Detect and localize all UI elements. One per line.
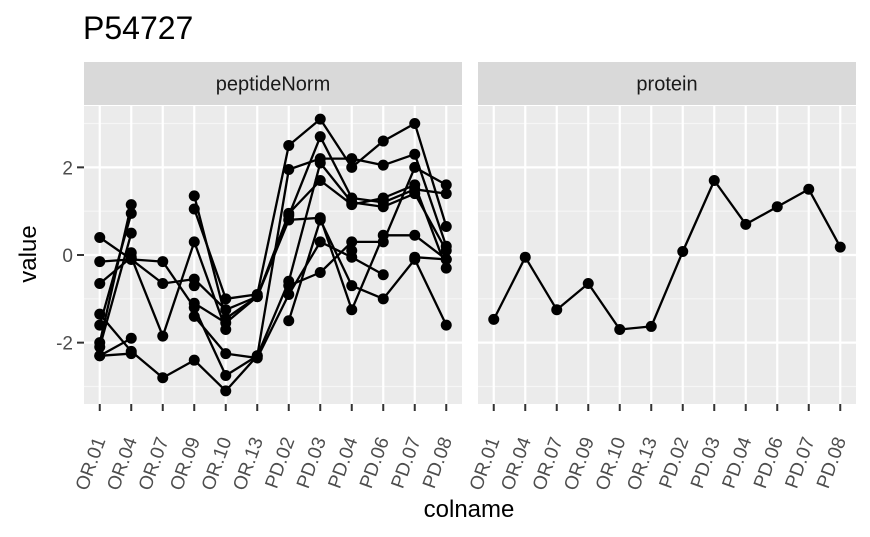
data-point: [409, 251, 421, 263]
data-point: [251, 350, 263, 362]
data-point: [188, 236, 200, 248]
data-point: [409, 118, 421, 130]
data-point: [677, 245, 689, 257]
data-point: [440, 319, 452, 331]
data-point: [519, 251, 531, 263]
data-point: [220, 348, 232, 360]
data-point: [314, 267, 326, 279]
series-line: [288, 166, 447, 287]
data-point: [440, 179, 452, 191]
data-point: [94, 341, 106, 353]
data-point: [188, 190, 200, 202]
y-tick-label: 2: [62, 158, 73, 179]
y-axis-title: value: [15, 225, 42, 282]
data-point: [283, 315, 295, 327]
facet-strip-label: protein: [636, 74, 697, 96]
data-point: [377, 269, 389, 281]
series-line: [492, 179, 842, 331]
data-point: [314, 113, 326, 125]
data-point: [409, 161, 421, 173]
data-point: [94, 231, 106, 243]
data-point: [283, 139, 295, 151]
data-point: [314, 153, 326, 165]
chart-title: P54727: [83, 10, 193, 46]
data-point: [377, 135, 389, 147]
data-point: [440, 253, 452, 265]
data-point: [314, 175, 326, 186]
data-point: [157, 277, 169, 289]
x-axis-title: colname: [424, 496, 515, 523]
data-point: [157, 256, 169, 268]
data-point: [283, 280, 295, 292]
y-tick-label: 0: [62, 246, 73, 267]
data-point: [645, 320, 657, 332]
data-point: [740, 218, 752, 230]
data-point: [188, 302, 200, 314]
data-point: [440, 188, 452, 200]
data-point: [283, 207, 295, 219]
data-point: [251, 291, 263, 303]
data-point: [188, 354, 200, 366]
data-point: [157, 372, 169, 384]
data-point: [440, 221, 452, 233]
facet-strip: [478, 62, 856, 105]
data-point: [157, 330, 169, 342]
y-tick-label: -2: [56, 334, 73, 355]
data-point: [314, 236, 326, 248]
facet-strip: [84, 62, 462, 105]
facet-protein: proteinOR.01OR.04OR.07OR.09OR.10OR.13PD.…: [466, 62, 856, 493]
data-point: [220, 385, 232, 397]
series-line: [98, 204, 133, 343]
data-point: [220, 324, 232, 335]
data-point: [440, 262, 452, 274]
series-line: [99, 337, 132, 357]
data-point: [94, 256, 106, 268]
data-point: [125, 247, 137, 259]
data-point: [346, 161, 358, 173]
data-point: [409, 148, 421, 160]
data-point: [283, 288, 295, 300]
data-point: [314, 131, 326, 143]
data-point: [377, 293, 389, 305]
data-point: [440, 240, 452, 252]
data-point: [346, 245, 358, 257]
data-point: [220, 370, 232, 382]
data-point: [377, 159, 389, 171]
data-point: [125, 332, 137, 344]
data-point: [409, 229, 421, 241]
data-point: [409, 179, 421, 191]
data-point: [488, 313, 500, 325]
data-point: [125, 227, 137, 239]
series-line: [287, 218, 448, 326]
data-point: [220, 293, 232, 305]
data-point: [346, 304, 358, 316]
data-point: [377, 236, 389, 248]
data-point: [346, 199, 358, 211]
data-point: [834, 241, 846, 253]
facet-peptideNorm: peptideNormOR.01OR.04OR.07OR.09OR.10OR.1…: [72, 62, 462, 493]
data-point: [377, 192, 389, 204]
data-point: [614, 324, 626, 335]
data-point: [188, 280, 200, 292]
facet-strip-label: peptideNorm: [216, 74, 331, 96]
data-point: [94, 277, 106, 289]
data-point: [346, 236, 358, 248]
data-point: [125, 348, 137, 360]
data-point: [551, 304, 563, 316]
data-point: [125, 199, 137, 211]
data-point: [346, 153, 358, 165]
data-point: [803, 183, 815, 195]
data-point: [708, 175, 720, 186]
y-axis: -2 0 2: [56, 158, 84, 355]
data-point: [582, 277, 594, 289]
data-point: [94, 350, 106, 362]
data-point: [346, 280, 358, 292]
facet-panels: peptideNormOR.01OR.04OR.07OR.09OR.10OR.1…: [72, 62, 856, 493]
data-point: [283, 164, 295, 176]
data-point: [771, 201, 783, 213]
series-line: [98, 161, 448, 393]
data-point: [314, 214, 326, 226]
